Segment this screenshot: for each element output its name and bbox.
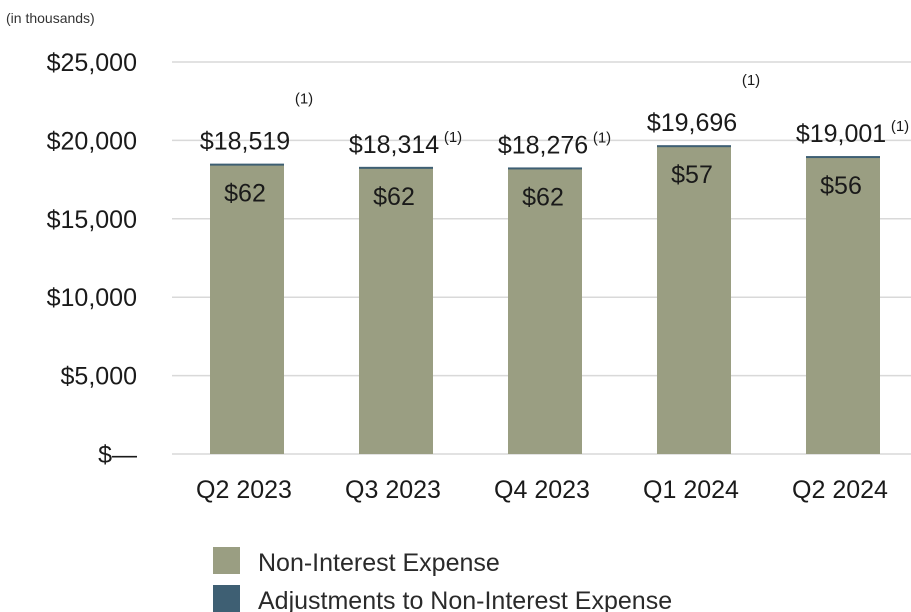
- adjustment-label: $62: [224, 180, 266, 208]
- y-tick-label: $20,000: [47, 127, 137, 155]
- data-labels: $18,519 (1) $62 $18,314 (1) $62 $18,276 (1) $62 $…: [200, 72, 909, 211]
- y-tick-label: $25,000: [47, 49, 137, 77]
- legend-label: Adjustments to Non-Interest Expense: [258, 587, 672, 612]
- x-category-label: Q1 2024: [643, 476, 739, 504]
- total-label: $18,276: [498, 131, 588, 159]
- footnote-marker: (1): [444, 129, 462, 146]
- total-label: $18,519: [200, 128, 290, 156]
- bar-adjustment: [359, 166, 433, 169]
- bar-non-interest-expense: [657, 146, 731, 454]
- adjustment-label: $57: [671, 161, 713, 189]
- legend-label: Non-Interest Expense: [258, 549, 500, 577]
- bar-adjustment: [508, 167, 582, 170]
- legend-swatch: [213, 547, 240, 574]
- footnote-marker: (1): [742, 72, 760, 89]
- bar-adjustment: [806, 156, 880, 159]
- total-label: $19,001: [796, 120, 886, 148]
- x-category-label: Q4 2023: [494, 476, 590, 504]
- bar-non-interest-expense: [359, 167, 433, 454]
- bars: [210, 145, 880, 455]
- y-axis-ticks: $— $5,000 $10,000 $15,000 $20,000 $25,000: [47, 49, 137, 469]
- x-category-label: Q2 2024: [792, 476, 888, 504]
- x-axis-labels: Q2 2023 Q3 2023 Q4 2023 Q1 2024 Q2 2024: [196, 476, 888, 504]
- total-label: $18,314: [349, 131, 439, 159]
- adjustment-label: $56: [820, 172, 862, 200]
- footnote-marker: (1): [891, 118, 909, 135]
- legend-swatch: [213, 585, 240, 612]
- y-tick-label: $15,000: [47, 206, 137, 234]
- total-label: $19,696: [647, 109, 737, 137]
- unit-note: (in thousands): [6, 10, 95, 26]
- bar-non-interest-expense: [508, 168, 582, 454]
- adjustment-label: $62: [373, 183, 415, 211]
- bar-adjustment: [657, 145, 731, 148]
- footnote-marker: (1): [295, 91, 313, 108]
- bar-non-interest-expense: [806, 156, 880, 455]
- bar-non-interest-expense: [210, 164, 284, 454]
- footnote-marker: (1): [593, 129, 611, 146]
- legend: Non-Interest Expense Adjustments to Non-I…: [213, 547, 672, 612]
- adjustment-label: $62: [522, 183, 564, 211]
- y-tick-label: $5,000: [61, 363, 137, 391]
- y-tick-label: $—: [98, 441, 137, 469]
- x-category-label: Q3 2023: [345, 476, 441, 504]
- bar-adjustment: [210, 163, 284, 166]
- x-category-label: Q2 2023: [196, 476, 292, 504]
- y-tick-label: $10,000: [47, 284, 137, 312]
